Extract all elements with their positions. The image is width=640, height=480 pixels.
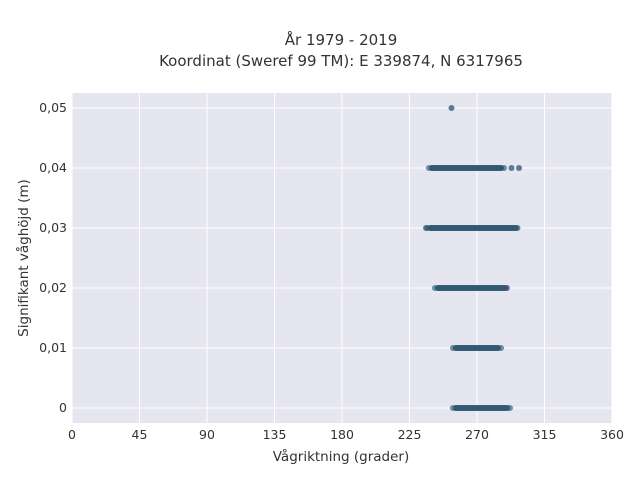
x-tick-label: 360: [600, 427, 624, 442]
x-tick-label: 45: [132, 427, 148, 442]
data-point: [423, 225, 429, 231]
y-tick-label: 0,05: [39, 100, 67, 115]
data-point: [516, 165, 522, 171]
data-point: [504, 285, 510, 291]
x-tick-label: 225: [398, 427, 422, 442]
x-tick-label: 180: [330, 427, 354, 442]
grid-lines: [71, 93, 613, 423]
point-band: [450, 405, 513, 411]
y-axis-label: Signifikant våghöjd (m): [15, 179, 32, 337]
x-axis-label: Vågriktning (grader): [273, 448, 410, 465]
x-tick-label: 90: [199, 427, 215, 442]
x-tick-label: 270: [465, 427, 489, 442]
chart-title-line1: År 1979 - 2019: [285, 30, 398, 49]
data-point: [501, 165, 507, 171]
y-tick-label: 0: [59, 400, 67, 415]
x-axis-ticks: 0 45 90 135 180 225 270 315 360: [68, 427, 624, 442]
point-band: [426, 165, 507, 171]
data-point: [508, 165, 515, 171]
y-axis-ticks: 0 0,01 0,02 0,03 0,04 0,05: [39, 100, 67, 415]
chart-title-line2: Koordinat (Sweref 99 TM): E 339874, N 63…: [159, 52, 523, 70]
y-tick-label: 0,04: [39, 160, 67, 175]
y-tick-label: 0,03: [39, 220, 67, 235]
data-point: [498, 345, 504, 351]
x-tick-label: 315: [533, 427, 557, 442]
x-tick-label: 0: [68, 427, 76, 442]
data-point: [514, 225, 521, 231]
y-tick-label: 0,01: [39, 340, 67, 355]
data-points: [423, 105, 522, 411]
point-band: [450, 345, 504, 351]
data-point: [448, 105, 455, 111]
point-band: [432, 285, 510, 291]
data-point: [507, 405, 513, 411]
y-tick-label: 0,02: [39, 280, 67, 295]
point-band: [424, 225, 521, 231]
x-tick-label: 135: [263, 427, 287, 442]
